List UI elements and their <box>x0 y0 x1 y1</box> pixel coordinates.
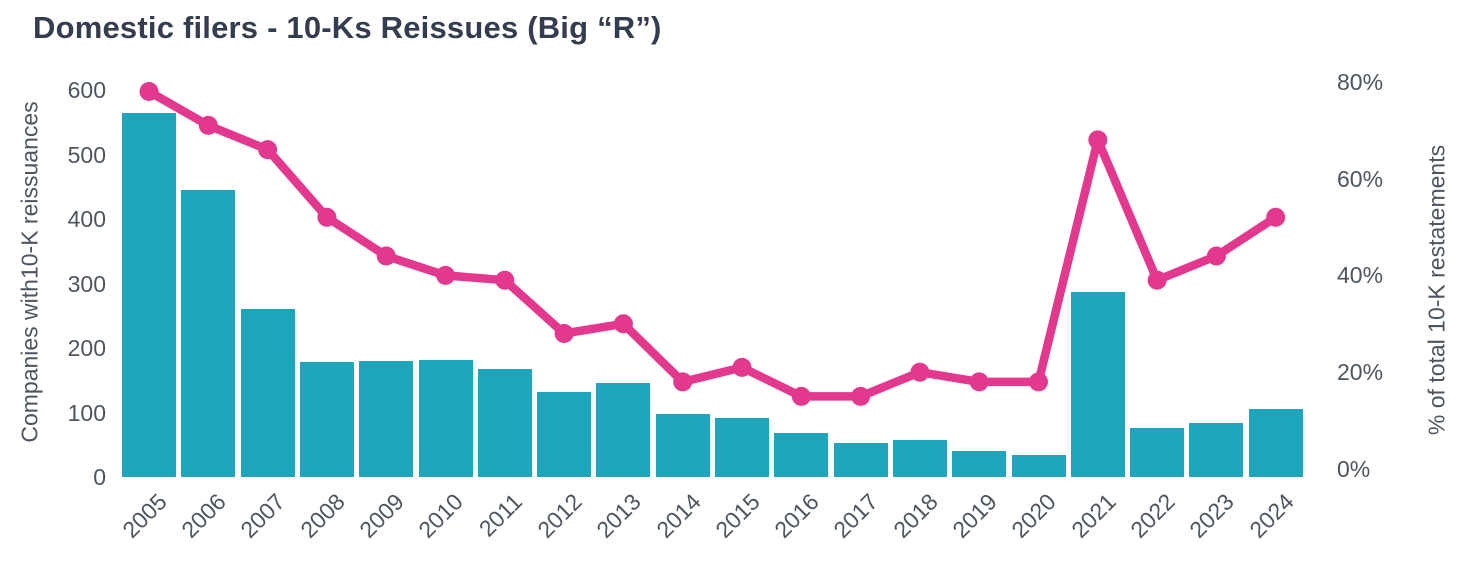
bar-2007 <box>240 309 295 477</box>
bar-2017 <box>833 442 888 477</box>
left-axis-tick-500: 500 <box>67 141 106 168</box>
left-axis-tick-100: 100 <box>67 399 106 426</box>
line-point-2005 <box>139 82 159 101</box>
bar-2022 <box>1130 427 1185 477</box>
line-point-2019 <box>969 372 989 392</box>
left-axis-tick-300: 300 <box>67 270 106 297</box>
bar-2014 <box>655 414 710 477</box>
bar-2020 <box>1011 455 1066 477</box>
line-point-2024 <box>1266 207 1286 227</box>
line-point-2012 <box>554 324 574 343</box>
left-axis-tick-200: 200 <box>67 335 106 361</box>
line-point-2018 <box>910 362 930 382</box>
line-point-2023 <box>1206 246 1226 266</box>
line-point-2021 <box>1088 130 1108 150</box>
right-axis-tick-20: 20% <box>1337 359 1384 386</box>
bar-2012 <box>537 391 592 477</box>
right-axis-tick-40: 40% <box>1337 262 1384 289</box>
line-point-2007 <box>258 140 278 160</box>
bar-2010 <box>418 359 473 477</box>
line-point-2013 <box>613 314 633 334</box>
right-axis-tick-80: 80% <box>1337 68 1384 95</box>
bar-2005 <box>122 112 176 477</box>
restatement-line <box>144 87 1280 401</box>
line-point-2006 <box>198 115 218 135</box>
line-point-2008 <box>317 207 337 227</box>
bar-2023 <box>1189 423 1244 477</box>
bar-2019 <box>952 450 1007 477</box>
bar-2018 <box>892 440 947 477</box>
bar-2013 <box>596 382 651 477</box>
left-axis-tick-0: 0 <box>93 464 106 490</box>
right-axis-tick-60: 60% <box>1337 165 1384 192</box>
line-point-2022 <box>1147 270 1167 290</box>
bar-2015 <box>715 417 769 477</box>
bar-2016 <box>774 433 829 477</box>
bar-2021 <box>1070 291 1125 477</box>
line-point-2014 <box>673 372 693 392</box>
bar-2011 <box>477 368 532 477</box>
line-point-2020 <box>1029 372 1048 392</box>
bar-2009 <box>359 360 414 477</box>
line-point-2017 <box>851 386 871 406</box>
bar-2024 <box>1248 408 1303 477</box>
line-point-2015 <box>732 357 752 377</box>
line-point-2011 <box>495 270 515 290</box>
chart-title: Domestic filers - 10-Ks Reissues (Big “R… <box>33 10 662 45</box>
line-point-2010 <box>436 265 455 285</box>
right-axis-tick-0: 0% <box>1337 456 1371 482</box>
line-point-2016 <box>791 386 811 406</box>
line-point-2009 <box>376 246 396 266</box>
bar-2008 <box>299 362 354 477</box>
bar-2006 <box>181 189 236 477</box>
left-axis-tick-600: 600 <box>67 77 106 103</box>
left-axis-tick-400: 400 <box>67 206 106 232</box>
